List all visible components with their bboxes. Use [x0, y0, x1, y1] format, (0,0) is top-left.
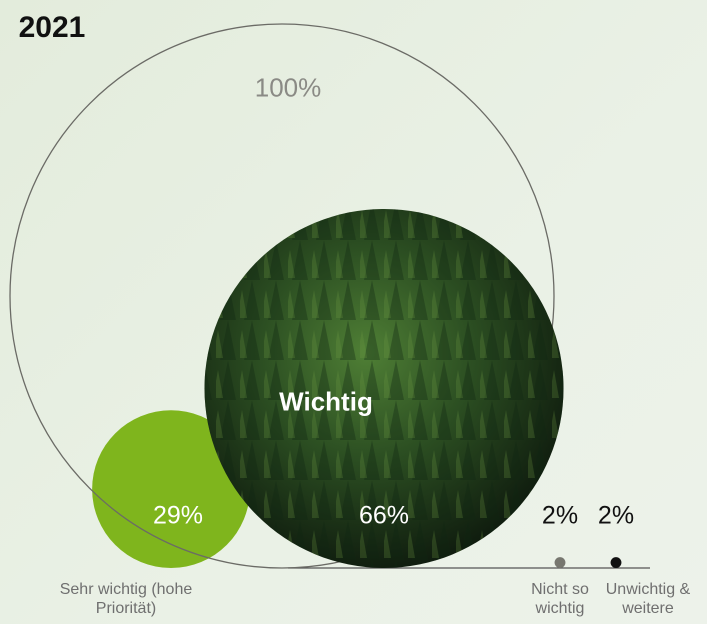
- total-circle: [9, 23, 555, 569]
- total-label: 100%: [254, 72, 322, 103]
- value-label: 66%: [358, 501, 410, 530]
- bubble-texture: [204, 208, 564, 568]
- bubble: [92, 410, 250, 568]
- chart-title: 2021: [18, 11, 86, 44]
- category-label: Wichtig: [279, 386, 373, 417]
- category-label: Nicht so wichtig: [531, 581, 589, 617]
- bubble: [554, 557, 566, 568]
- category-label: Unwichtig & weitere: [605, 581, 691, 617]
- bubble: [610, 557, 622, 568]
- value-label: 29%: [152, 501, 204, 530]
- value-label: 2%: [541, 501, 579, 530]
- category-label: Sehr wichtig (hohe Priorität): [59, 581, 193, 617]
- value-label: 2%: [597, 501, 635, 530]
